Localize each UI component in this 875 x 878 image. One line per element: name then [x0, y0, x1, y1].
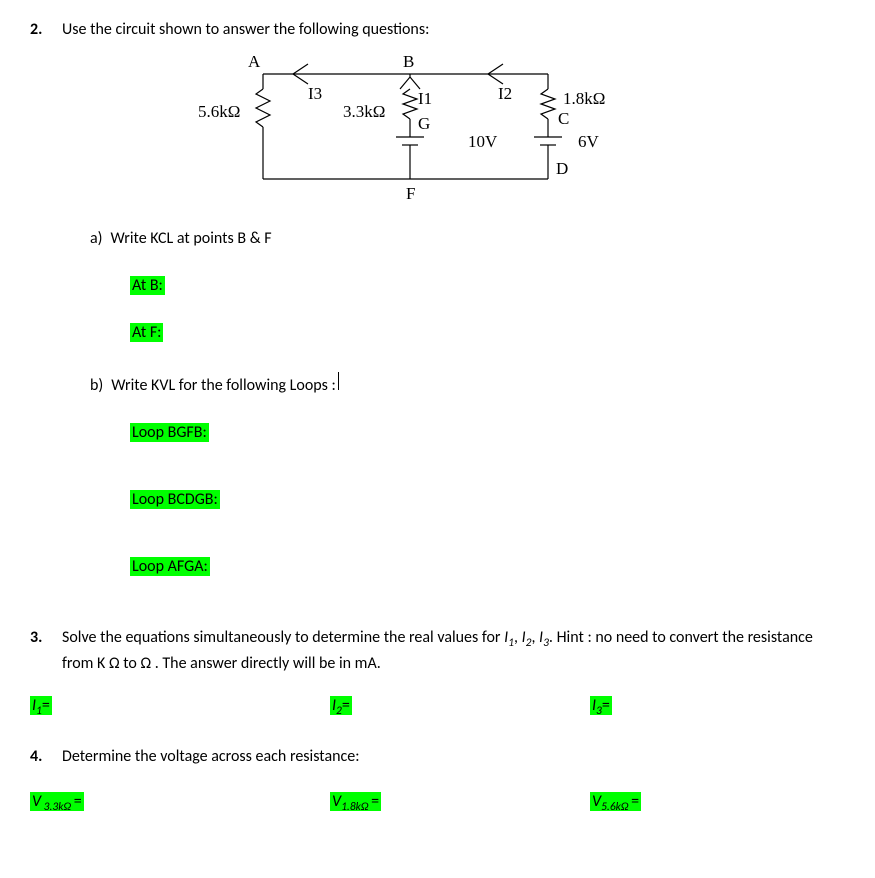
q3-answers-row: I1= I2= I3=: [30, 696, 845, 718]
q3-number: 3.: [30, 628, 52, 647]
node-d-label: D: [556, 159, 568, 178]
v10-label: 10V: [468, 132, 498, 151]
text-cursor: [338, 372, 339, 390]
i3-answer: I3=: [590, 696, 612, 715]
q2a-atf-line: At F:: [130, 323, 845, 342]
current-i3-label: I3: [308, 84, 322, 103]
current-i2-label: I2: [498, 84, 512, 103]
q2b-text: Write KVL for the following Loops :: [111, 376, 336, 395]
node-b-label: B: [403, 52, 414, 71]
q3-text: Solve the equations simultaneously to de…: [62, 626, 845, 676]
loop-afga: Loop AFGA:: [130, 557, 210, 576]
loop-bcdgb-line: Loop BCDGB:: [130, 490, 845, 509]
question-3-header: 3. Solve the equations simultaneously to…: [30, 626, 845, 676]
r18-label: 1.8kΩ: [563, 89, 605, 108]
v18-answer: V1.8kΩ =: [330, 792, 381, 811]
at-b-label: At B:: [130, 276, 165, 295]
v6-label: 6V: [578, 132, 600, 151]
node-f-label: F: [406, 184, 415, 203]
q2a-text: Write KCL at points B & F: [111, 229, 272, 248]
q2a: a) Write KCL at points B & F: [90, 229, 845, 248]
loop-afga-line: Loop AFGA:: [130, 557, 845, 576]
q4-number: 4.: [30, 747, 52, 766]
circuit-svg: A B I3 I2 5.6kΩ 3.3kΩ I1 G F: [178, 49, 698, 209]
i2-answer: I2=: [330, 696, 352, 715]
i1-answer: I1=: [30, 696, 52, 715]
question-2-header: 2. Use the circuit shown to answer the f…: [30, 20, 845, 39]
node-c-label: C: [558, 109, 569, 128]
loop-bcdgb: Loop BCDGB:: [130, 490, 220, 509]
q2-number: 2.: [30, 20, 52, 39]
circuit-diagram: A B I3 I2 5.6kΩ 3.3kΩ I1 G F: [30, 49, 845, 209]
r33-label: 3.3kΩ: [343, 102, 385, 121]
current-i1-label: I1: [418, 89, 432, 108]
v56-answer: V5.6kΩ =: [590, 792, 641, 811]
q2a-letter: a): [90, 229, 103, 248]
at-f-label: At F:: [130, 323, 163, 342]
node-g-label: G: [418, 114, 430, 133]
loop-bgfb: Loop BGFB:: [130, 423, 209, 442]
node-a-label: A: [248, 52, 261, 71]
v33-answer: V 3.3kΩ =: [30, 792, 84, 811]
q2b: b) Write KVL for the following Loops :: [90, 372, 845, 395]
q2a-atb-line: At B:: [130, 276, 845, 295]
q2-prompt: Use the circuit shown to answer the foll…: [62, 20, 429, 39]
q4-text: Determine the voltage across each resist…: [62, 747, 360, 766]
question-4-header: 4. Determine the voltage across each res…: [30, 747, 845, 766]
q2b-letter: b): [90, 376, 103, 395]
q4-answers-row: V 3.3kΩ = V1.8kΩ = V5.6kΩ =: [30, 792, 845, 814]
loop-bgfb-line: Loop BGFB:: [130, 423, 845, 442]
r56-label: 5.6kΩ: [198, 102, 240, 121]
